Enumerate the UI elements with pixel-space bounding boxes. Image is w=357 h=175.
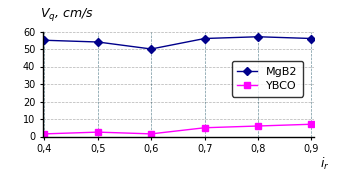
YBCO <box>310 123 314 125</box>
Text: $V_{q}$, cm/s: $V_{q}$, cm/s <box>40 6 94 23</box>
Legend: MgB2, YBCO: MgB2, YBCO <box>232 61 303 97</box>
YBCO <box>202 127 207 129</box>
YBCO <box>256 125 260 127</box>
Line: MgB2: MgB2 <box>42 34 314 52</box>
Line: YBCO: YBCO <box>42 121 314 137</box>
MgB2 <box>202 37 207 40</box>
MgB2 <box>149 48 154 50</box>
YBCO <box>96 131 100 133</box>
X-axis label: $i_r$: $i_r$ <box>320 155 330 172</box>
MgB2 <box>96 41 100 43</box>
YBCO <box>42 133 46 135</box>
MgB2 <box>256 36 260 38</box>
MgB2 <box>310 37 314 40</box>
YBCO <box>149 133 154 135</box>
MgB2 <box>42 39 46 41</box>
